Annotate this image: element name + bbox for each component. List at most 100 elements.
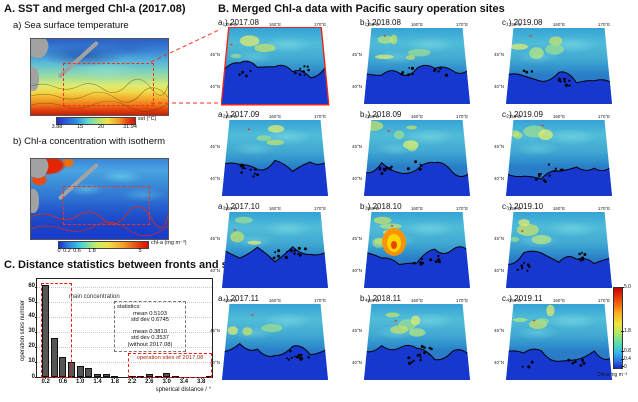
histogram-x-axis-label: spherical distance / ° — [155, 387, 211, 393]
chla-map-cell-c1: c₁) 2019.08 150°E 160°E 170°E 45°N 40°N — [490, 18, 630, 108]
gridline — [37, 361, 212, 363]
map-content — [506, 35, 612, 104]
y-tick-label: 20 — [28, 343, 35, 350]
lon-tick-label: 170°E — [313, 298, 327, 303]
gridline — [37, 316, 212, 318]
chla-map-a3 — [222, 212, 328, 288]
lat-tick-label: 45°N — [351, 328, 362, 333]
histogram-bar — [102, 374, 110, 377]
lat-tick-label: 45°N — [209, 52, 220, 57]
chla-map-a4 — [222, 304, 328, 380]
y-tick-label: 0 — [31, 373, 35, 380]
lon-tick-label: 160°E — [552, 298, 566, 303]
lat-tick-label: 45°N — [351, 236, 362, 241]
panel-c-title: C. Distance statistics between fronts an… — [4, 259, 247, 271]
lon-tick-label: 170°E — [455, 22, 469, 27]
lat-tick-label: 40°N — [209, 360, 220, 365]
map-label-b1: b₁) 2018.08 — [360, 18, 401, 27]
x-tick-label: 2.2 — [127, 379, 137, 385]
histogram-bar — [50, 337, 58, 377]
stats-line: statistics: — [117, 304, 141, 310]
lat-tick-label: 40°N — [351, 268, 362, 273]
y-tick-label: 40 — [28, 313, 35, 320]
lon-tick-label: 170°E — [597, 206, 611, 211]
chla-map-cell-b1: b₁) 2018.08 150°E 160°E 170°E 45°N 40°N — [348, 18, 488, 108]
lon-tick-label: 150°E — [508, 114, 522, 119]
y-tick-label: 10 — [28, 358, 35, 365]
map-water — [364, 212, 470, 288]
x-tick-mark — [114, 377, 116, 379]
lon-tick-label: 170°E — [313, 22, 327, 27]
chla-map-cell-b4: b₄) 2018.11 150°E 160°E 170°E 45°N 40°N — [348, 294, 488, 384]
sst-map: 150°E 160°E 170°E 55°N 50°N 45°N 40°N — [30, 38, 169, 116]
map-water — [364, 120, 470, 196]
lon-tick-label: 150°E — [366, 114, 380, 119]
y-tick-mark — [35, 301, 37, 303]
map-water — [506, 28, 612, 104]
chla-map-b2 — [364, 120, 470, 196]
x-tick-label: 0.2 — [41, 379, 50, 385]
y-tick-label: 30 — [28, 328, 35, 335]
lat-tick-label: 40°N — [351, 360, 362, 365]
sites-2017-08-label: operation sites of 2017.08 — [136, 355, 204, 361]
lon-tick-label: 150°E — [366, 206, 380, 211]
lat-tick-label: 45°N — [493, 236, 504, 241]
map-label-c2: c₂) 2019.09 — [502, 110, 543, 119]
map-label-a3: a₃) 2017.10 — [218, 202, 260, 211]
lat-tick-label: 45°N — [209, 328, 220, 333]
map-content — [222, 35, 328, 104]
histogram-bar — [59, 357, 67, 377]
sites-2017-08-box: operation sites of 2017.08 — [128, 353, 212, 378]
x-tick-label: 2.6 — [145, 379, 154, 385]
map-label-c1: c₁) 2019.08 — [502, 18, 543, 27]
lon-tick-label: 170°E — [455, 298, 469, 303]
lat-tick-label: 40°N — [493, 84, 504, 89]
lon-tick-label: 150°E — [366, 22, 380, 27]
colorbar-tick: 0.4 — [624, 356, 631, 362]
lon-tick-label: 170°E — [313, 206, 327, 211]
histogram-bar — [145, 374, 153, 377]
stats-line: mean 0.5103 — [133, 310, 167, 317]
lon-tick-label: 170°E — [597, 22, 611, 27]
zoom-region-box — [63, 186, 150, 225]
x-tick-label: 3.0 — [162, 379, 171, 385]
chla-isotherm-map: 150°E 160°E 170°E 55°N 50°N 45°N 40°N — [30, 158, 169, 240]
y-tick-mark — [35, 316, 37, 318]
x-tick-label: 0.6 — [58, 379, 68, 385]
histogram-plot: main concentration statistics: mean 0.51… — [28, 278, 214, 385]
chla-map-c1 — [506, 28, 612, 104]
lat-tick-label: 40°N — [493, 268, 504, 273]
lat-tick-label: 40°N — [493, 176, 504, 181]
chla-map-cell-b3: b₃) 2018.10 150°E 160°E 170°E 45°N 40°N — [348, 202, 488, 292]
map-label-c3: c₃) 2019.10 — [502, 202, 544, 211]
lon-tick-label: 170°E — [597, 298, 611, 303]
chla-map-cell-a2: a₂) 2017.09 150°E 160°E 170°E 45°N 40°N — [206, 110, 346, 200]
panel-b-colorbar — [613, 287, 623, 369]
colorbar-tick: 5.0 — [624, 284, 631, 290]
map-content — [222, 314, 328, 380]
lon-tick-label: 170°E — [597, 114, 611, 119]
lat-tick-label: 40°N — [209, 176, 220, 181]
lat-tick-label: 45°N — [493, 144, 504, 149]
map-content — [364, 34, 470, 104]
map-content — [364, 216, 470, 288]
lat-tick-label: 45°N — [209, 236, 220, 241]
sst-colorbar-tick: 3.88 — [51, 124, 63, 130]
lon-tick-label: 150°E — [508, 206, 522, 211]
lon-tick-label: 160°E — [552, 22, 566, 27]
x-tick-mark — [131, 377, 133, 379]
stats-line: std dev 0.6745 — [130, 317, 170, 324]
lon-tick-label: 150°E — [224, 206, 238, 211]
stats-line: std dev 0.3537 — [130, 335, 170, 342]
colorbar-tick-mark — [621, 351, 624, 352]
chla-colorbar-tick: 0 — [57, 248, 61, 254]
lon-tick-label: 160°E — [268, 206, 282, 211]
map-content — [364, 120, 470, 196]
lon-tick-label: 150°E — [366, 298, 380, 303]
y-tick-label: 50 — [28, 298, 35, 305]
colorbar-tick: 0.8 — [624, 348, 631, 354]
lat-tick-label: 45°N — [493, 52, 504, 57]
panel-b-colorbar-label: Chl-a mg m⁻³ — [597, 372, 628, 378]
panel-a-map-a-label: a) Sea surface temperature — [13, 20, 129, 31]
